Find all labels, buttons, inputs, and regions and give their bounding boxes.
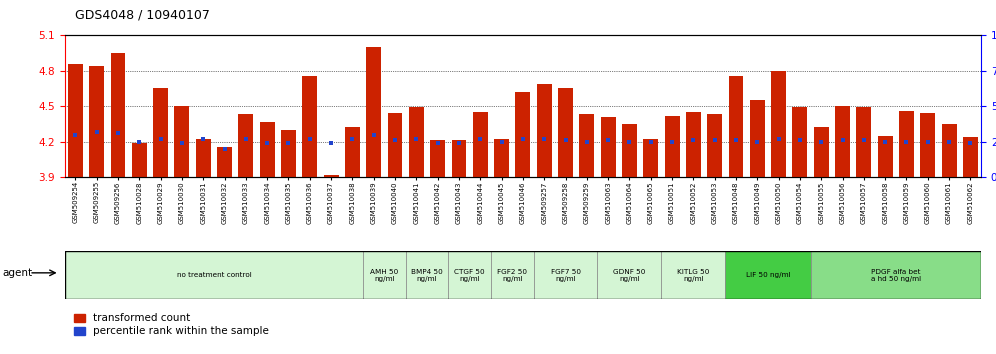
Bar: [793, 107, 808, 177]
Text: GDS4048 / 10940107: GDS4048 / 10940107: [75, 8, 209, 21]
Bar: [217, 148, 232, 177]
Bar: [537, 84, 552, 177]
Bar: [238, 114, 253, 177]
Bar: [324, 175, 339, 177]
Text: no treatment control: no treatment control: [176, 272, 251, 278]
Bar: [857, 107, 872, 177]
Bar: [303, 75, 318, 177]
Bar: [367, 47, 381, 177]
Bar: [707, 114, 722, 177]
Bar: [364, 251, 405, 299]
Bar: [473, 112, 488, 177]
Bar: [877, 136, 892, 177]
Bar: [448, 251, 491, 299]
Bar: [963, 137, 978, 177]
Text: FGF7 50
ng/ml: FGF7 50 ng/ml: [551, 269, 581, 282]
Text: BMP4 50
ng/ml: BMP4 50 ng/ml: [411, 269, 443, 282]
Bar: [643, 139, 658, 177]
Bar: [941, 124, 956, 177]
Bar: [430, 141, 445, 177]
Bar: [686, 112, 701, 177]
Bar: [580, 114, 595, 177]
Bar: [65, 251, 364, 299]
Text: PDGF alfa bet
a hd 50 ng/ml: PDGF alfa bet a hd 50 ng/ml: [871, 269, 921, 282]
Text: LIF 50 ng/ml: LIF 50 ng/ml: [746, 272, 790, 278]
Bar: [664, 116, 679, 177]
Text: CTGF 50
ng/ml: CTGF 50 ng/ml: [454, 269, 485, 282]
Bar: [814, 127, 829, 177]
Bar: [281, 130, 296, 177]
Bar: [90, 66, 105, 177]
Bar: [491, 251, 534, 299]
Text: FGF2 50
ng/ml: FGF2 50 ng/ml: [497, 269, 527, 282]
Bar: [920, 113, 935, 177]
Bar: [835, 106, 850, 177]
Bar: [811, 251, 981, 299]
Bar: [899, 111, 914, 177]
Bar: [174, 106, 189, 177]
Bar: [409, 107, 424, 177]
Text: GDNF 50
ng/ml: GDNF 50 ng/ml: [614, 269, 645, 282]
Bar: [387, 113, 402, 177]
Bar: [750, 100, 765, 177]
Bar: [345, 127, 360, 177]
Bar: [534, 251, 598, 299]
Text: KITLG 50
ng/ml: KITLG 50 ng/ml: [677, 269, 709, 282]
Bar: [558, 88, 573, 177]
Bar: [153, 88, 168, 177]
Bar: [111, 53, 125, 177]
Bar: [622, 124, 636, 177]
Bar: [516, 92, 530, 177]
Bar: [728, 75, 743, 177]
Bar: [405, 251, 448, 299]
Bar: [196, 139, 211, 177]
Bar: [68, 64, 83, 177]
Bar: [598, 251, 661, 299]
Bar: [494, 139, 509, 177]
Bar: [771, 71, 786, 177]
Text: agent: agent: [2, 268, 32, 278]
Bar: [725, 251, 811, 299]
Legend: transformed count, percentile rank within the sample: transformed count, percentile rank withi…: [70, 309, 273, 341]
Bar: [131, 143, 146, 177]
Bar: [451, 141, 466, 177]
Bar: [601, 117, 616, 177]
Bar: [260, 121, 275, 177]
Bar: [661, 251, 725, 299]
Text: AMH 50
ng/ml: AMH 50 ng/ml: [371, 269, 398, 282]
